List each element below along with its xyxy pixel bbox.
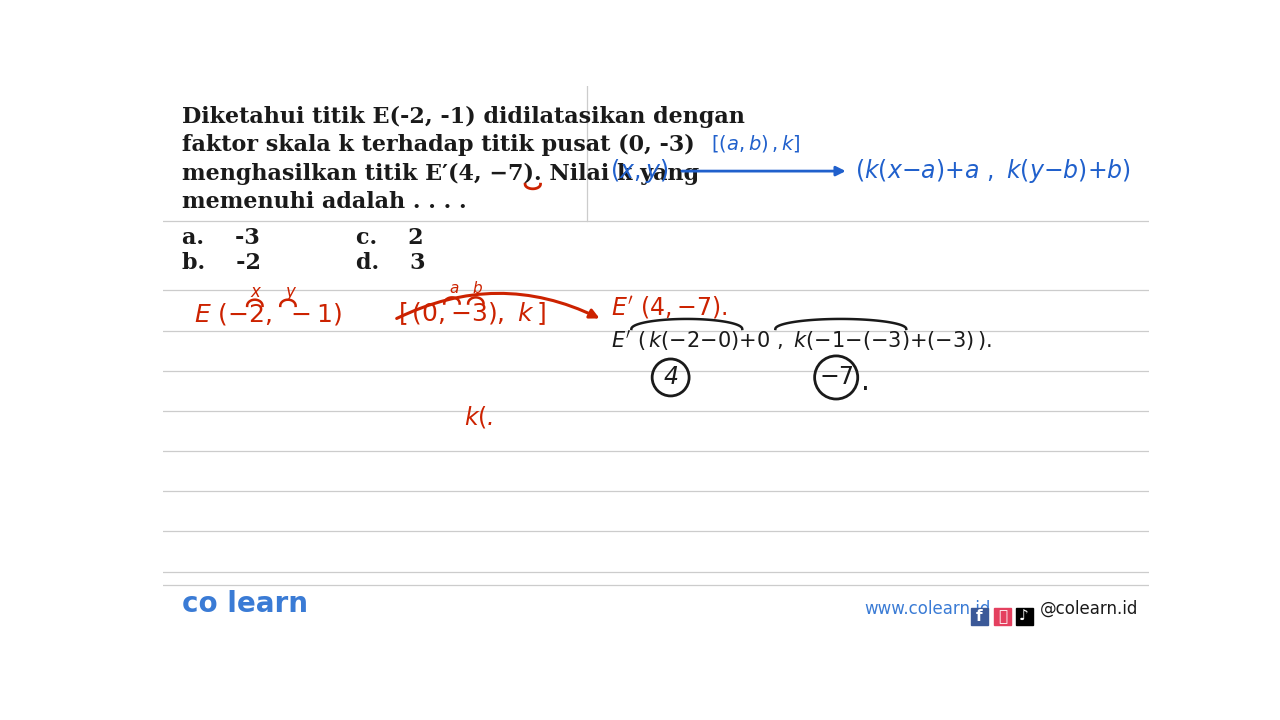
Text: b.    -2: b. -2 (183, 252, 261, 274)
Text: $( k(x{-}a){+}a\ ,\ k(y{-}b){+}b)$: $( k(x{-}a){+}a\ ,\ k(y{-}b){+}b)$ (855, 157, 1130, 185)
Text: a.    -3: a. -3 (183, 228, 260, 249)
Text: $k($.: $k($. (463, 405, 493, 431)
Text: $[(a,b)\,,k]$: $[(a,b)\,,k]$ (712, 133, 801, 154)
Text: $-7$: $-7$ (819, 366, 854, 390)
Bar (995, 608, 1011, 625)
Text: Diketahui titik E(-2, -1) didilatasikan dengan: Diketahui titik E(-2, -1) didilatasikan … (183, 106, 745, 127)
Text: ♪: ♪ (1019, 608, 1029, 624)
Text: @colearn.id: @colearn.id (1039, 600, 1138, 618)
Text: $(x, y)$: $(x, y)$ (609, 157, 668, 185)
Text: Ⓞ: Ⓞ (998, 608, 1007, 624)
Text: b: b (472, 282, 483, 297)
Text: faktor skala k terhadap titik pusat (0, -3): faktor skala k terhadap titik pusat (0, … (183, 134, 695, 156)
Bar (972, 608, 988, 625)
Text: x: x (251, 283, 261, 301)
Text: c.    2: c. 2 (356, 228, 424, 249)
Text: .: . (861, 368, 869, 396)
Text: y: y (285, 283, 296, 301)
Text: $[\,(0,{-}3),\ k\,]$: $[\,(0,{-}3),\ k\,]$ (398, 300, 547, 327)
Text: memenuhi adalah . . . .: memenuhi adalah . . . . (183, 191, 467, 213)
Text: $E\ (-2,\ -1)$: $E\ (-2,\ -1)$ (195, 300, 342, 327)
Text: f: f (977, 608, 983, 624)
Text: $E'\ (4,{-}7).$: $E'\ (4,{-}7).$ (612, 294, 728, 320)
Text: a: a (449, 282, 460, 297)
Text: 4: 4 (663, 366, 678, 390)
Text: co learn: co learn (183, 590, 308, 618)
Text: $E'\ (\,k({-}2{-}0){+}0\ ,\ k({-}1{-}({-}3){+}({-}3)\,).$: $E'\ (\,k({-}2{-}0){+}0\ ,\ k({-}1{-}({-… (612, 328, 992, 353)
Text: d.    3: d. 3 (356, 252, 425, 274)
Text: menghasilkan titik E′(4, −7). Nilai k yang: menghasilkan titik E′(4, −7). Nilai k ya… (183, 163, 700, 185)
Bar (1015, 608, 1033, 625)
Text: www.colearn.id: www.colearn.id (864, 600, 991, 618)
